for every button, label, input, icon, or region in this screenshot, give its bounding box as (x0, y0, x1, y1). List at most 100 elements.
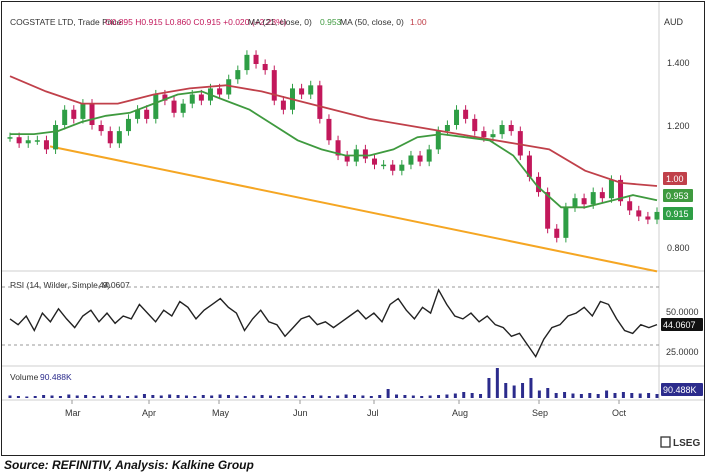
time-axis: Mar Apr May Jun Jul Aug Sep Oct (65, 400, 627, 418)
volume-bar (294, 395, 298, 398)
volume-bar (67, 394, 71, 398)
ma50-label: MA (50, close, 0) (340, 17, 404, 27)
volume-bar (327, 396, 331, 398)
volume-bar (386, 389, 390, 398)
volume-bar (521, 383, 525, 398)
support-trendline[interactable] (49, 145, 658, 273)
volume-bar (336, 395, 340, 398)
volume-bar (210, 395, 214, 398)
candle-body (390, 164, 396, 171)
candlestick-series (7, 50, 660, 243)
chart-frame: COGSTATE LTD, Trade Price O0.895 H0.915 … (1, 1, 705, 456)
candle-body (344, 155, 350, 162)
candle-body (654, 211, 660, 220)
candle-body (244, 54, 250, 71)
candle-body (399, 164, 405, 171)
volume-bar (554, 393, 558, 398)
volume-label: Volume (10, 372, 39, 382)
candle-body (372, 158, 378, 165)
volume-bar (268, 395, 272, 398)
volume-bar (117, 395, 121, 398)
month-label: Aug (452, 408, 468, 418)
candle-body (144, 109, 150, 119)
candle-body (627, 201, 633, 211)
volume-bar (621, 392, 625, 398)
volume-bar (260, 395, 264, 398)
candle-body (80, 103, 86, 119)
rsi-label: RSI (14, Wilder, Simple, 9) (10, 280, 110, 290)
candle-body (43, 140, 49, 150)
volume-bar (369, 396, 373, 398)
rsi-tick: 50.0000 (666, 307, 699, 317)
chart-symbol: COGSTATE LTD, Trade Price (10, 17, 122, 27)
candle-body (153, 94, 159, 119)
volume-bar (25, 396, 29, 398)
candle-body (98, 125, 104, 132)
volume-bar (235, 395, 239, 398)
volume-bar (647, 393, 651, 398)
volume-bar (109, 395, 113, 398)
trading-chart[interactable]: COGSTATE LTD, Trade Price O0.895 H0.915 … (2, 2, 704, 455)
last-price-badge: 0.915 (663, 207, 693, 220)
candle-body (198, 94, 204, 101)
volume-bar (437, 395, 441, 398)
ma50-value: 1.00 (410, 17, 427, 27)
volume-bar (395, 394, 399, 398)
candle-body (116, 131, 122, 144)
candle-body (308, 85, 314, 95)
month-label: Oct (612, 408, 627, 418)
candle-body (7, 137, 13, 139)
ma21-line (10, 90, 658, 209)
svg-text:0.915: 0.915 (666, 209, 689, 219)
candle-body (71, 109, 77, 119)
candle-body (25, 140, 31, 144)
volume-bar (462, 392, 466, 398)
volume-bar (495, 368, 499, 398)
candle-body (189, 94, 195, 104)
price-tick: 1.200 (667, 121, 690, 131)
volume-bar (176, 395, 180, 398)
volume-bar (218, 394, 222, 398)
chart-ohlc: O0.895 H0.915 L0.860 C0.915 +0.020 (+2.2… (105, 17, 287, 27)
month-label: Jun (293, 408, 308, 418)
volume-bar (470, 393, 474, 398)
volume-bar (100, 395, 104, 398)
volume-bar (529, 378, 533, 398)
volume-bar (630, 393, 634, 398)
volume-bar (344, 394, 348, 398)
currency-label: AUD (664, 17, 684, 27)
volume-bar (252, 395, 256, 398)
volume-bar (126, 396, 130, 398)
candle-body (435, 131, 441, 150)
svg-text:90.488K: 90.488K (663, 385, 697, 395)
volume-bar (16, 396, 20, 398)
candle-body (645, 216, 651, 220)
volume-bar (50, 395, 54, 398)
candle-body (636, 210, 642, 217)
candle-body (89, 103, 95, 125)
candle-body (454, 109, 460, 125)
ma50-line (9, 75, 658, 187)
rsi-value-badge: 44.0607 (661, 318, 703, 331)
candle-body (554, 228, 560, 238)
volume-bar (58, 396, 62, 398)
candle-body (253, 54, 259, 64)
candle-body (262, 64, 268, 71)
volume-bar (159, 395, 163, 398)
month-label: Apr (142, 408, 156, 418)
volume-bar (92, 396, 96, 398)
month-label: Mar (65, 408, 81, 418)
volume-bars (8, 368, 659, 398)
volume-bar (75, 395, 79, 398)
rsi-line (9, 288, 658, 358)
volume-bar (277, 396, 281, 398)
volume-bar (226, 395, 230, 398)
volume-bar (285, 395, 289, 398)
ma21-badge: 0.953 (663, 189, 693, 202)
candle-body (517, 131, 523, 156)
candle-body (417, 155, 423, 162)
volume-bar (42, 395, 46, 398)
volume-bar (546, 388, 550, 398)
candle-body (545, 192, 551, 229)
volume-bar (353, 395, 357, 398)
